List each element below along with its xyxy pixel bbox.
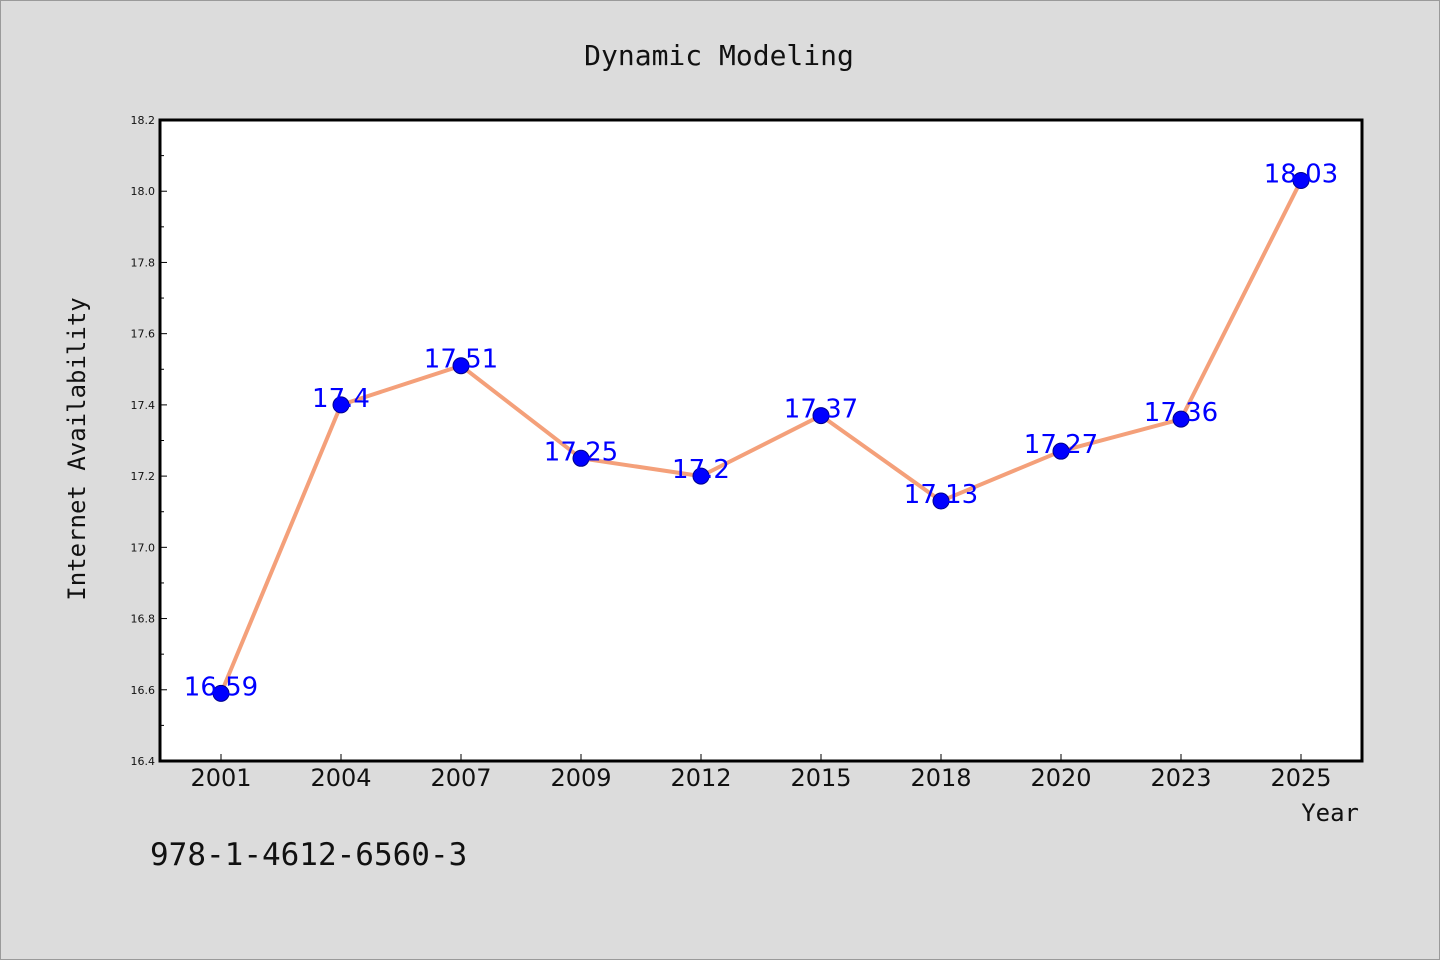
y-tick-label: 16.8: [131, 613, 156, 626]
x-axis: 2001 2004 2007 2009 2012 2015 2018 2020 2023 2025: [190, 754, 1332, 792]
data-label: 17.25: [544, 437, 618, 467]
series-group: [212, 172, 1310, 702]
data-labels: 16.59 17.4 17.51 17.25 17.2 17.37 17.13 17.27 17…: [184, 160, 1338, 703]
x-tick-label: 2009: [550, 764, 611, 792]
data-label: 17.37: [784, 395, 858, 425]
x-tick-label: 2023: [1150, 764, 1211, 792]
series-line: [219, 178, 1303, 696]
isbn-text: 978-1-4612-6560-3: [150, 837, 467, 873]
data-point: [932, 492, 950, 510]
data-point: [1172, 410, 1190, 428]
data-point: [1292, 172, 1310, 190]
data-label: 17.13: [904, 480, 978, 510]
y-tick-label: 18.0: [131, 185, 156, 198]
data-label: 17.2: [672, 455, 730, 485]
data-point: [332, 396, 350, 414]
y-axis: 16.4 16.6 16.8 17.0 17.2 17.4 17.6 17.8 18.0 18.2: [131, 114, 167, 768]
y-tick-label: 17.0: [131, 541, 156, 554]
y-tick-label: 16.6: [131, 684, 156, 697]
data-point: [812, 407, 830, 425]
y-tick-label: 16.4: [131, 755, 156, 768]
data-point: [572, 449, 590, 467]
y-tick-label: 17.4: [131, 399, 156, 412]
x-tick-label: 2020: [1030, 764, 1091, 792]
y-tick-label: 17.2: [131, 470, 156, 483]
chart-title: Dynamic Modeling: [584, 39, 854, 72]
x-axis-label: Year: [1301, 799, 1359, 827]
x-tick-label: 2007: [430, 764, 491, 792]
data-label: 16.59: [184, 672, 258, 702]
data-point: [452, 357, 470, 375]
y-axis-label: Internet Availability: [63, 297, 91, 600]
data-label: 17.51: [424, 345, 498, 375]
data-point: [1052, 442, 1070, 460]
y-tick-label: 18.2: [131, 114, 156, 127]
data-label: 18.03: [1264, 160, 1338, 190]
x-tick-label: 2015: [790, 764, 851, 792]
x-tick-label: 2001: [190, 764, 251, 792]
x-tick-label: 2012: [670, 764, 731, 792]
x-tick-label: 2025: [1270, 764, 1331, 792]
data-label: 17.27: [1024, 430, 1098, 460]
x-tick-label: 2018: [910, 764, 971, 792]
data-label: 17.36: [1144, 398, 1218, 428]
y-tick-label: 17.6: [131, 328, 156, 341]
data-point: [692, 467, 710, 485]
plot-area: [158, 118, 1364, 763]
data-label: 17.4: [312, 384, 370, 414]
x-tick-label: 2004: [310, 764, 371, 792]
y-tick-label: 17.8: [131, 256, 156, 269]
data-point: [212, 684, 230, 702]
